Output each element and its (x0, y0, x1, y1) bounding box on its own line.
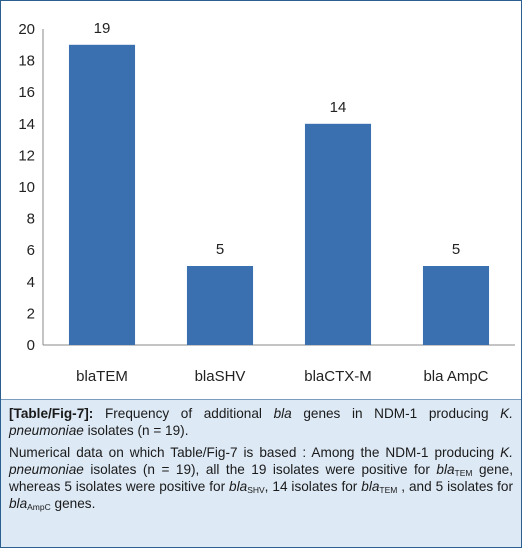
y-tick-label: 10 (18, 179, 35, 196)
x-category-label: bla AmpC (423, 368, 488, 385)
y-tick-label: 0 (27, 337, 35, 354)
bar-blactx-m (304, 123, 372, 345)
y-tick-label: 14 (18, 116, 35, 133)
bar-data-label: 5 (452, 241, 460, 258)
figure-caption: [Table/Fig-7]: Frequency of additional b… (1, 399, 521, 547)
y-tick-label: 4 (27, 274, 35, 291)
y-tick-label: 6 (27, 242, 35, 259)
caption-numerical-data: Numerical data on which Table/Fig-7 is b… (9, 445, 513, 512)
bar-bla-ampc (422, 266, 490, 345)
x-category-label: blaTEM (76, 368, 128, 385)
caption-title: [Table/Fig-7]: Frequency of additional b… (9, 406, 513, 438)
y-tick-label: 12 (18, 147, 35, 164)
bar-blashv (186, 266, 254, 345)
y-tick-label: 2 (27, 305, 35, 322)
bar-data-label: 5 (216, 241, 224, 258)
y-tick-label: 20 (18, 21, 35, 38)
y-tick-label: 16 (18, 84, 35, 101)
y-tick-label: 18 (18, 53, 35, 70)
caption-label: [Table/Fig-7]: (9, 406, 94, 421)
bar-blatem (68, 44, 136, 346)
y-tick-label: 8 (27, 211, 35, 228)
bar-data-label: 19 (94, 20, 111, 37)
x-category-label: blaSHV (195, 368, 246, 385)
bar-data-label: 14 (330, 99, 347, 116)
bar-chart: 0 2 4 6 8 10 12 14 16 18 20 19 5 14 5 blaTEM blaSHV bla… (1, 1, 521, 399)
x-category-label: blaCTX-M (304, 368, 372, 385)
